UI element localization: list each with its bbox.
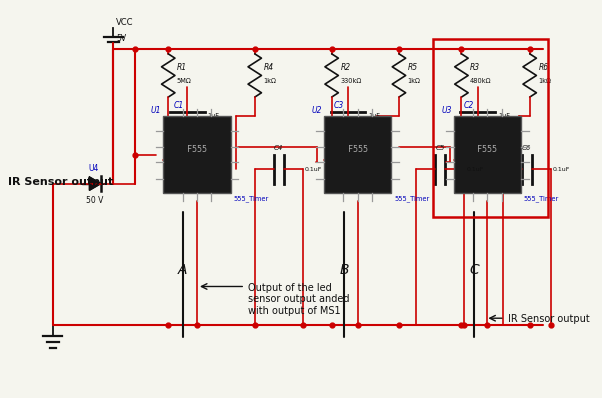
Text: 330kΩ: 330kΩ [340, 78, 362, 84]
Bar [454, 116, 521, 193]
Bar [324, 116, 391, 193]
Text: R6: R6 [538, 63, 548, 72]
Text: 50 V: 50 V [87, 196, 104, 205]
Text: F555: F555 [477, 146, 497, 154]
Bar [433, 39, 548, 217]
Text: R4: R4 [264, 63, 273, 72]
Text: 1uF: 1uF [208, 113, 220, 119]
Text: R2: R2 [340, 63, 350, 72]
Text: VCC: VCC [116, 18, 134, 27]
Text: 555_Timer: 555_Timer [234, 195, 269, 202]
Text: 1uF: 1uF [498, 113, 510, 119]
Text: 1kΩ: 1kΩ [408, 78, 420, 84]
Text: C3: C3 [334, 101, 344, 109]
Text: B: B [340, 263, 349, 277]
Text: U4: U4 [88, 164, 99, 173]
Text: 1uF: 1uF [368, 113, 380, 119]
Text: R3: R3 [470, 63, 480, 72]
Text: 5V: 5V [116, 34, 126, 43]
Text: F555: F555 [187, 146, 207, 154]
Text: C4: C4 [274, 145, 284, 151]
Text: 1kΩ: 1kΩ [264, 78, 276, 84]
Text: IR Sensor output: IR Sensor output [507, 314, 589, 324]
Text: IR Sensor output: IR Sensor output [8, 177, 113, 187]
Bar [163, 116, 231, 193]
Text: C: C [469, 263, 479, 277]
Text: 555_Timer: 555_Timer [524, 195, 559, 202]
Text: U2: U2 [312, 106, 322, 115]
Text: U3: U3 [441, 106, 452, 115]
Text: A: A [178, 263, 187, 277]
Text: Output of the led
sensor output anded
with output of MS1: Output of the led sensor output anded wi… [248, 283, 350, 316]
Text: 555_Timer: 555_Timer [394, 195, 429, 202]
Text: 5MΩ: 5MΩ [177, 78, 191, 84]
Text: R1: R1 [177, 63, 187, 72]
Polygon shape [90, 177, 101, 190]
Text: 480kΩ: 480kΩ [470, 78, 492, 84]
Text: C1: C1 [173, 101, 184, 109]
Text: 0.1uF: 0.1uF [305, 167, 322, 172]
Text: 0.1uF: 0.1uF [467, 167, 483, 172]
Text: C6: C6 [522, 145, 532, 151]
Text: F555: F555 [347, 146, 368, 154]
Text: 0.1uF: 0.1uF [553, 167, 570, 172]
Text: 1kΩ: 1kΩ [538, 78, 551, 84]
Text: R5: R5 [408, 63, 418, 72]
Text: U1: U1 [151, 106, 161, 115]
Text: C5: C5 [436, 145, 445, 151]
Text: C2: C2 [464, 101, 474, 109]
